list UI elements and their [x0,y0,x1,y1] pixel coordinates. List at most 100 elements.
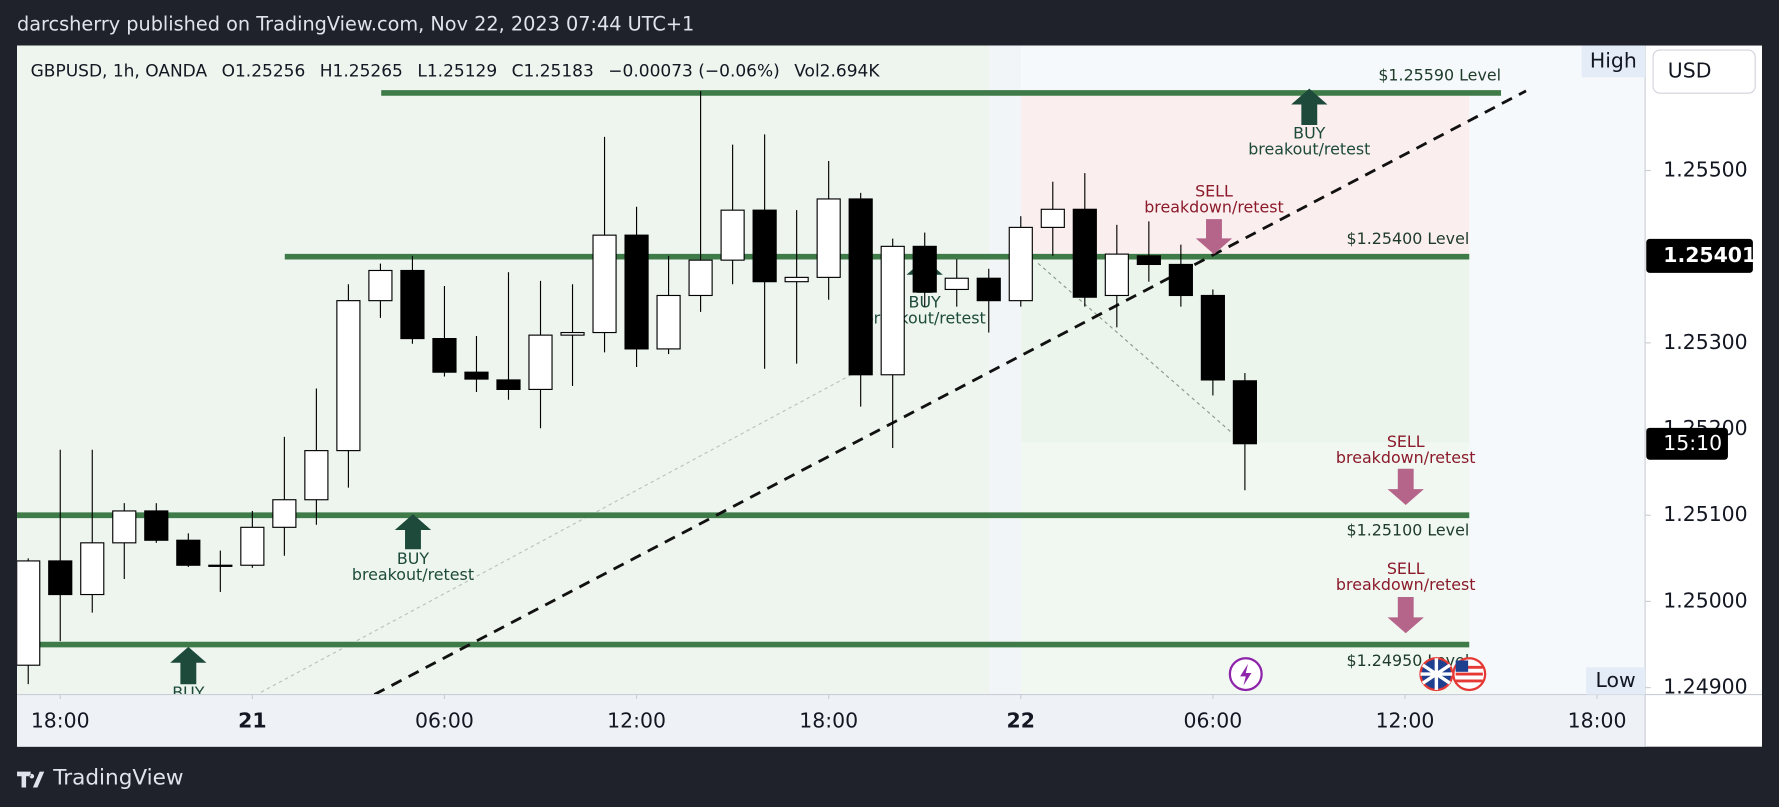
candle-body [624,234,649,350]
guide-line [260,368,863,693]
candle-body [528,334,553,390]
arrow [1291,88,1328,125]
arrow [1387,596,1424,634]
candle-body [368,269,393,302]
currency-button[interactable] [1652,49,1756,94]
publisher: darcsherry published on TradingView.com,… [17,13,694,36]
footer: TradingView [52,765,183,790]
flag-us [1455,660,1469,672]
candle-body [1072,208,1097,298]
x-tick-label: 12:00 [1376,709,1435,733]
annotation-text: BUY [172,683,205,702]
candle-body [80,542,105,596]
annotation-text: SELL [1387,559,1425,578]
candle-body [1200,294,1225,381]
y-tick-label: 1.25300 [1663,330,1747,354]
currency[interactable]: USD [1668,59,1712,83]
flag-gb [1420,658,1453,690]
high-label: High [1590,48,1637,72]
annotation-text: BUY [1293,124,1326,143]
countdown-badge [1646,427,1728,460]
level-label: $1.25100 Level [1347,521,1470,540]
annotation-text: breakdown/retest [1336,575,1476,594]
candle-body [208,564,233,567]
x-tick-label: 06:00 [415,709,474,733]
candle-body [1232,380,1257,445]
candle-body [144,510,169,541]
volume: Vol2.694K [794,62,880,82]
candle-body [560,331,585,336]
annotation-text: SELL [1195,181,1233,200]
candle-body [976,277,1001,302]
candle-body [112,510,137,544]
trend-line [373,89,1527,695]
candle-body [336,300,361,452]
x-tick-label: 12:00 [607,709,666,733]
low-badge [1586,667,1646,695]
candle-body [1104,253,1129,297]
candle-body [656,294,681,350]
candle-body [752,209,777,283]
countdown: 15:10 [1663,431,1722,455]
candle-body [880,245,905,376]
price-badge [1646,238,1753,273]
candle-body [784,276,809,283]
candle-body [400,269,425,340]
low-label: Low [1596,668,1636,692]
candle-body [688,259,713,297]
candle-body [464,371,489,380]
y-tick-label: 1.25000 [1663,588,1747,612]
candle-body [176,539,201,566]
zone [17,45,990,695]
legend: GBPUSD, 1h, OANDA O1.25256 H1.25265 L1.2… [31,62,881,82]
x-tick-label: 21 [238,709,266,733]
symbol: GBPUSD, 1h, OANDA [31,62,208,82]
arrow [394,514,432,550]
legend-value: 1.25265 [333,62,403,82]
arrow [1195,219,1233,255]
x-tick-label: 18:00 [799,709,858,733]
annotation-text: breakout/retest [352,565,474,584]
legend-label: L [417,62,427,82]
y-tick-label: 1.25100 [1663,502,1747,526]
candle-body [1168,263,1193,297]
candle-body [592,234,617,334]
annotation-text: breakdown/retest [1144,197,1284,216]
change: −0.00073 (−0.06%) [608,62,779,82]
arrow [170,646,207,685]
x-tick-label: 06:00 [1183,709,1242,733]
legend-value: 1.25129 [427,62,497,82]
candle-body [48,560,73,596]
logo [17,771,45,788]
candle-body [944,277,969,291]
candle-body [1136,255,1161,266]
legend-value: 1.25183 [524,62,594,82]
candle-body [848,198,873,376]
x-tick-label: 18:00 [1568,709,1627,733]
legend-label: C [512,62,524,82]
candle-body [272,499,297,528]
candle-body [1040,208,1065,228]
level-label: $1.25590 Level [1378,65,1501,84]
annotation-text: BUY [397,549,430,568]
candle-body [17,560,41,666]
candle-body [240,526,265,566]
annotation-text: breakout/retest [1248,139,1370,158]
annotation-text: breakdown/retest [1336,448,1476,467]
candle-body [432,338,457,373]
x-tick-label: 22 [1007,709,1035,733]
candle-body [912,245,937,293]
event-icon [1240,663,1252,686]
high-badge [1581,45,1646,78]
candle-body [304,450,329,501]
x-tick-label: 18:00 [31,709,90,733]
annotation-text: SELL [1387,432,1425,451]
y-tick-label: 1.24900 [1663,675,1747,699]
y-tick-label: 1.25500 [1663,158,1747,182]
level-label: $1.25400 Level [1347,229,1470,248]
candle-body [720,209,745,261]
legend-value: 1.25256 [235,62,305,82]
candle-body [1008,226,1033,302]
